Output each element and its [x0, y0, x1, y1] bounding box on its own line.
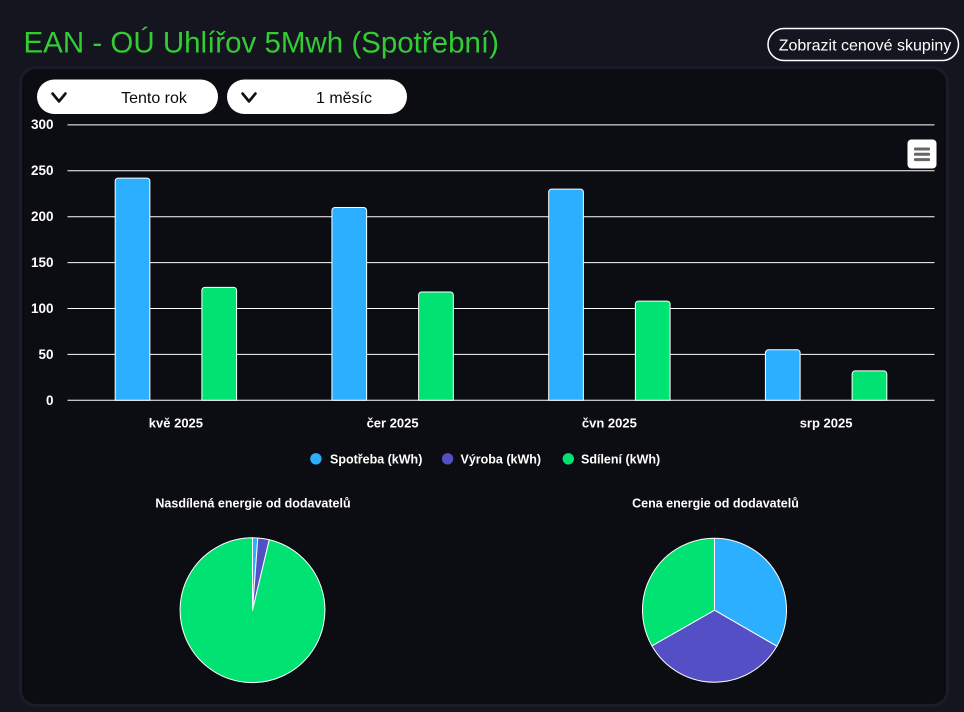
- svg-text:100: 100: [31, 301, 54, 316]
- svg-text:250: 250: [31, 163, 54, 178]
- svg-text:EAN - OÚ Uhlířov 5Mwh (Spotřeb: EAN - OÚ Uhlířov 5Mwh (Spotřební): [24, 27, 499, 60]
- svg-text:0: 0: [46, 393, 54, 408]
- svg-text:Zobrazit cenové skupiny: Zobrazit cenové skupiny: [779, 38, 952, 55]
- svg-text:Spotřeba (kWh): Spotřeba (kWh): [330, 453, 422, 467]
- svg-text:1 měsíc: 1 měsíc: [316, 90, 372, 107]
- svg-text:Výroba (kWh): Výroba (kWh): [461, 453, 542, 467]
- svg-text:čvn 2025: čvn 2025: [582, 416, 637, 431]
- svg-text:Cena energie od dodavatelů: Cena energie od dodavatelů: [632, 497, 799, 511]
- svg-text:50: 50: [38, 347, 53, 362]
- svg-text:Nasdílená energie od dodavatel: Nasdílená energie od dodavatelů: [155, 497, 350, 511]
- svg-text:Tento rok: Tento rok: [121, 90, 188, 107]
- svg-text:150: 150: [31, 255, 54, 270]
- svg-text:kvě 2025: kvě 2025: [149, 416, 203, 431]
- svg-text:čer 2025: čer 2025: [367, 416, 419, 431]
- svg-text:srp 2025: srp 2025: [800, 416, 853, 431]
- svg-text:300: 300: [31, 117, 54, 132]
- svg-text:200: 200: [31, 209, 54, 224]
- svg-text:Sdílení (kWh): Sdílení (kWh): [581, 453, 660, 467]
